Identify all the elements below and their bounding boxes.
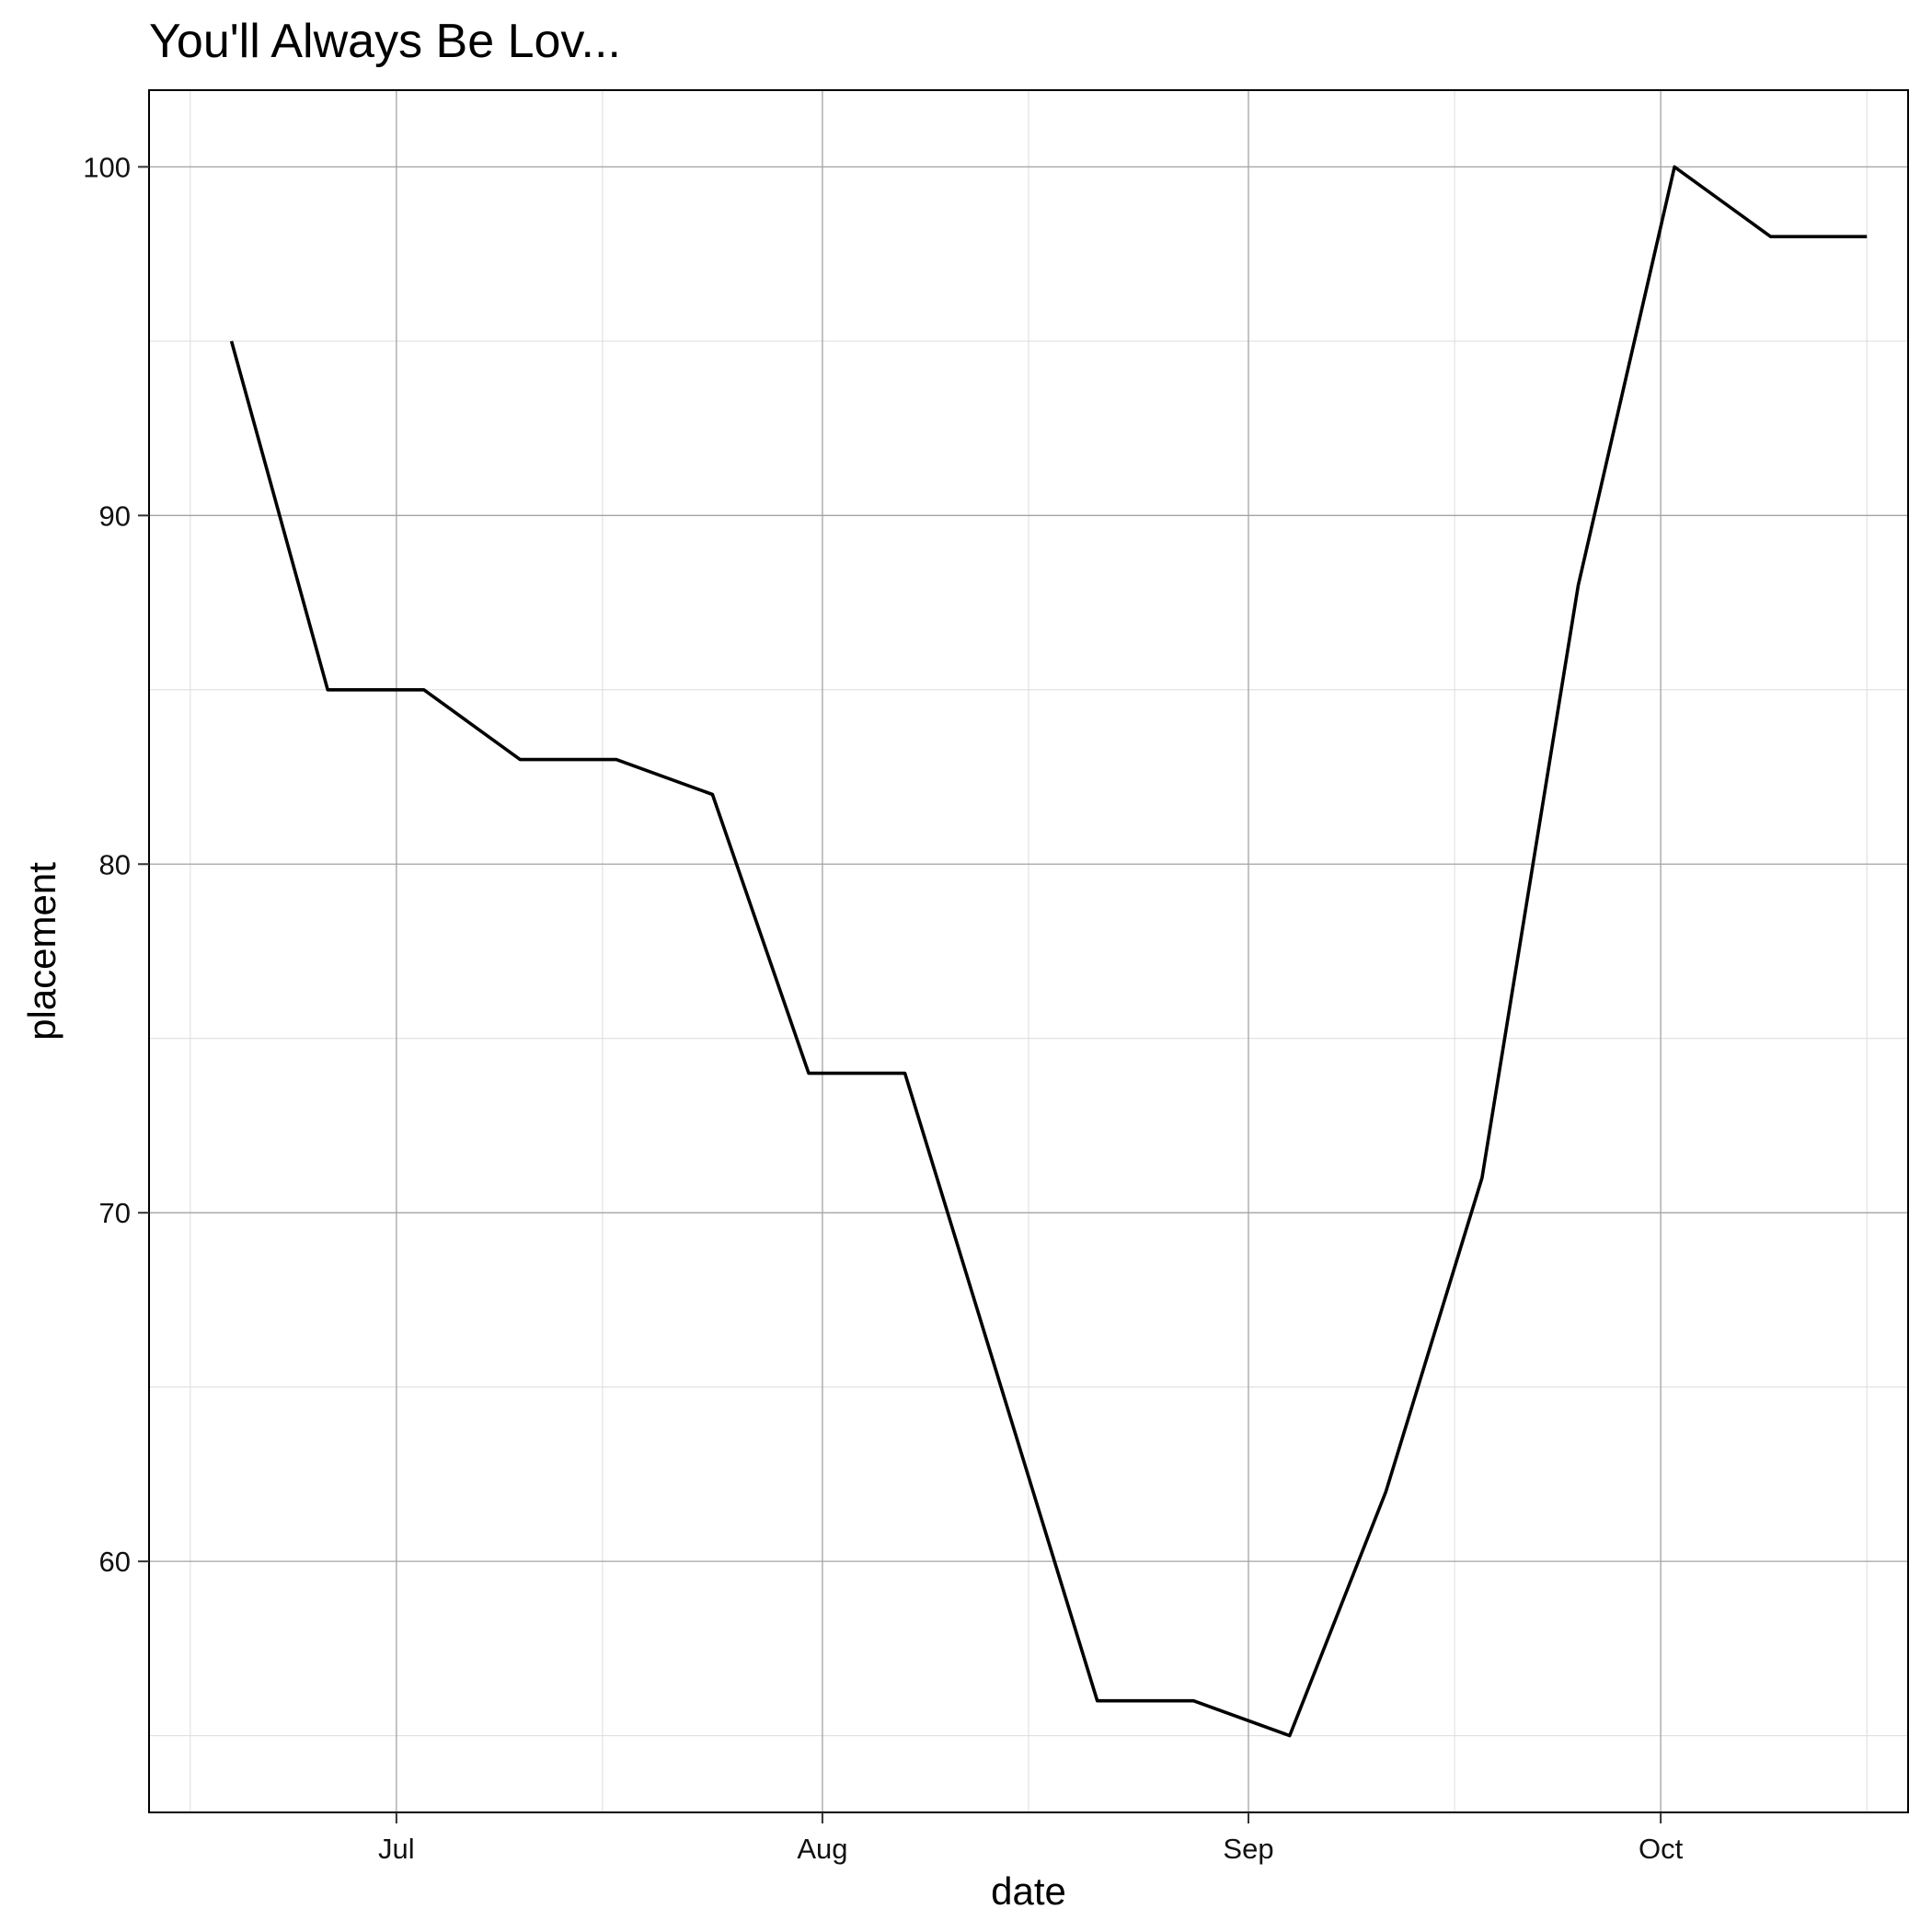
y-tick-label: 60 [99,1546,131,1578]
x-tick-label: Oct [1639,1833,1684,1865]
x-axis: Jul Aug Sep Oct [378,1812,1684,1865]
minor-gridlines [149,90,1908,1812]
chart-title: You'll Always Be Lov... [149,15,621,68]
x-tick-label: Sep [1223,1833,1273,1865]
series-line [229,165,1868,1738]
y-tick-label: 90 [99,500,131,532]
x-tick-label: Aug [797,1833,847,1865]
y-axis: 60 70 80 90 100 [83,151,149,1578]
y-tick-label: 70 [99,1197,131,1229]
x-tick-label: Jul [378,1833,415,1865]
y-axis-title: placement [20,862,63,1041]
series-layer [229,165,1868,1738]
major-gridlines [149,90,1908,1812]
y-tick-label: 100 [83,151,131,183]
y-tick-label: 80 [99,848,131,880]
x-axis-title: date [991,1869,1066,1913]
plot-panel-border [148,89,1909,1813]
